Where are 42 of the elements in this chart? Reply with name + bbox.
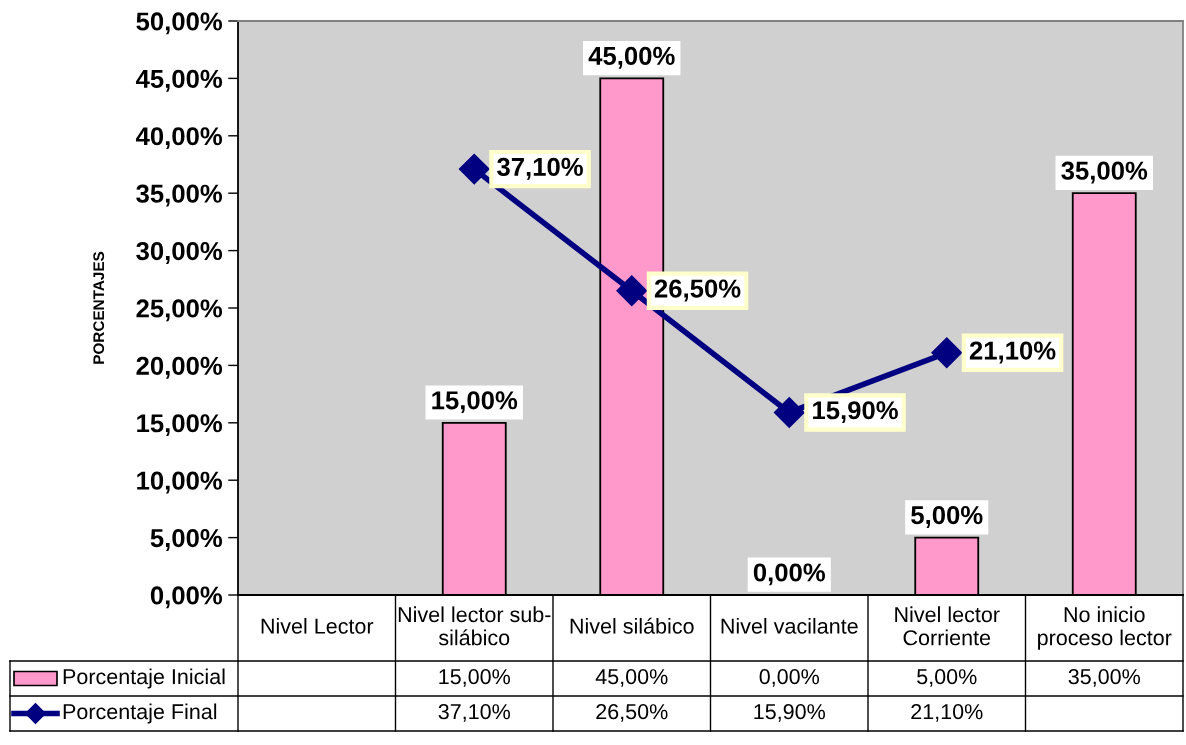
y-tick-label: 20,00%: [136, 356, 223, 379]
data-label: 37,10%: [438, 704, 510, 722]
y-tick-label: 25,00%: [136, 299, 223, 322]
point: [616, 275, 648, 307]
y-tick-label: 15,00%: [137, 414, 223, 437]
text: 21,10%: [969, 341, 1056, 364]
point: [458, 153, 490, 185]
x-tick-label: Nivel silábico: [570, 617, 694, 634]
legend-label: Porcentaje Inicial: [63, 668, 225, 689]
y-tick-label: 0,00%: [150, 586, 223, 609]
point: [931, 337, 963, 369]
data-label: 21,10%: [911, 704, 983, 722]
text: 5,00%: [911, 505, 983, 528]
y-axis-title: PORCENTAJES: [93, 251, 105, 364]
text: 35,00%: [1061, 161, 1148, 184]
legend-label: Porcentaje Final: [63, 703, 217, 724]
text: 37,10%: [497, 157, 583, 180]
x-tick-label: No inicio proceso lector: [1038, 606, 1172, 650]
y-tick-label: 40,00%: [135, 127, 223, 150]
x-tick-label: Nivel Lector: [261, 617, 374, 634]
y-tick-label: 5,00%: [150, 528, 223, 551]
y-tick-label: 30,00%: [136, 241, 223, 264]
y-tick-label: 35,00%: [136, 184, 223, 207]
x-tick-label: Nivel vacilante: [721, 617, 858, 634]
text: 15,90%: [813, 401, 898, 424]
data-label: 0,00%: [759, 669, 820, 687]
data-label: 45,00%: [595, 669, 668, 687]
y-tick-label: 10,00%: [137, 471, 223, 494]
data-label: 5,00%: [917, 669, 977, 687]
x-tick-label: Nivel lector Corriente: [895, 606, 1000, 646]
data-label: 15,90%: [754, 704, 825, 722]
y-tick-label: 50,00%: [136, 12, 223, 35]
y-tick-label: 45,00%: [135, 69, 223, 92]
data-label: 15,00%: [439, 669, 510, 687]
text: 45,00%: [588, 46, 675, 69]
text: 15,00%: [432, 391, 518, 414]
data-label: 26,50%: [596, 704, 668, 722]
point: [773, 397, 805, 428]
data-label: 35,00%: [1068, 669, 1140, 687]
text: 0,00%: [753, 563, 825, 586]
x-tick-label: Nivel lector sub-silábico: [398, 606, 551, 646]
text: 26,50%: [654, 279, 741, 302]
